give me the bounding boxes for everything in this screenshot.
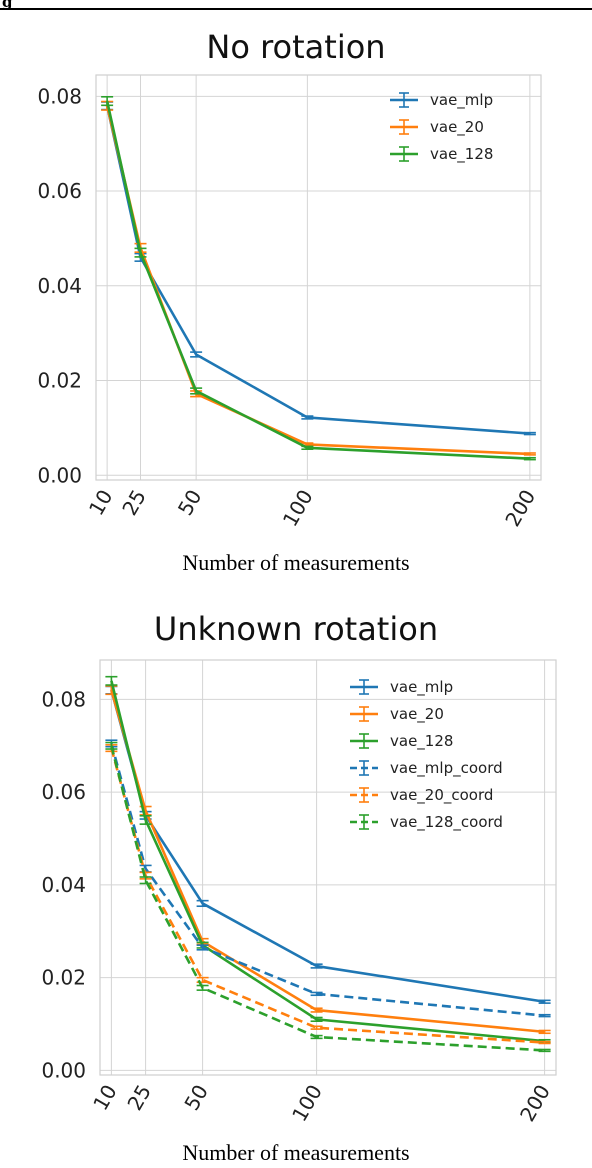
chart-2-title: Unknown rotation <box>153 610 439 648</box>
chart-2-xtick-label-2: 50 <box>179 1081 213 1115</box>
chart-2-plot-area <box>100 660 556 1075</box>
chart-1-xtick-label-4: 200 <box>500 486 540 531</box>
chart-2-legend-vae_mlp-label: vae_mlp <box>390 678 453 697</box>
chart-2-legend-vae_mlp_coord-label: vae_mlp_coord <box>390 759 503 778</box>
chart-2-xtick-label-0: 10 <box>88 1081 122 1115</box>
chart-1-xaxis-label: Number of measurements <box>182 550 410 575</box>
chart-2-unknown-rotation: 0.00 0.02 0.04 0.06 0.08 10 25 50 100 200 vae_mlpv… <box>41 659 557 1126</box>
chart-1-ytick-label-2: 0.04 <box>37 274 82 298</box>
chart-2-frame <box>99 659 557 1076</box>
chart-1-xtick-label-1: 25 <box>117 486 151 520</box>
chart-2-ytick-label-2: 0.04 <box>41 873 86 897</box>
chart-2-ytick-label-3: 0.06 <box>41 780 86 804</box>
chart-2-legend-vae_20_coord-label: vae_20_coord <box>390 786 493 805</box>
header-rule <box>0 8 592 10</box>
figure-label: g <box>2 0 13 11</box>
chart-1-xtick-label-0: 10 <box>84 486 118 520</box>
chart-1-frame <box>95 74 542 481</box>
chart-1-xtick-label-2: 50 <box>173 486 207 520</box>
chart-1-legend-vae_128-label: vae_128 <box>430 145 493 164</box>
chart-1-no-rotation: 0.00 0.02 0.04 0.06 0.08 10 25 50 100 200 vae_mlpv… <box>37 74 542 531</box>
chart-2-ytick-label-0: 0.00 <box>41 1058 86 1082</box>
chart-1-ytick-label-1: 0.02 <box>37 369 82 393</box>
chart-1-title: No rotation <box>206 28 386 66</box>
chart-2-xtick-label-3: 100 <box>287 1081 327 1126</box>
chart-2-ytick-label-4: 0.08 <box>41 687 86 711</box>
chart-2-legend-vae_128_coord-label: vae_128_coord <box>390 813 503 832</box>
chart-2-legend-vae_128-label: vae_128 <box>390 732 453 751</box>
chart-2-xtick-label-4: 200 <box>515 1081 555 1126</box>
chart-1-legend-vae_20-label: vae_20 <box>430 118 484 137</box>
chart-1-ytick-label-3: 0.06 <box>37 179 82 203</box>
chart-1-legend-vae_mlp-label: vae_mlp <box>430 91 493 110</box>
chart-1-xtick-label-3: 100 <box>278 486 318 531</box>
chart-1-ytick-label-4: 0.08 <box>37 84 82 108</box>
chart-1-ytick-label-0: 0.00 <box>37 463 82 487</box>
chart-2-legend-vae_20-label: vae_20 <box>390 705 444 724</box>
chart-1-plot-area <box>96 75 541 480</box>
chart-2-xaxis-label: Number of measurements <box>182 1140 410 1165</box>
chart-2-xtick-label-1: 25 <box>122 1081 156 1115</box>
chart-2-ytick-label-1: 0.02 <box>41 966 86 990</box>
